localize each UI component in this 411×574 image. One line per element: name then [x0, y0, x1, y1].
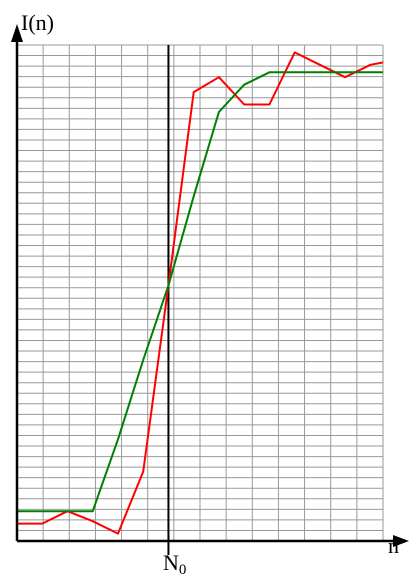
series-group [17, 51, 384, 535]
grid [17, 44, 384, 541]
y-axis-label: I(n) [21, 10, 54, 35]
y-axis-arrow [11, 24, 23, 42]
series-line-1 [17, 51, 384, 535]
n0-label-main: N [163, 550, 179, 574]
n0-label-subscript: 0 [179, 562, 187, 574]
axes [11, 24, 409, 547]
x-axis-arrow [393, 535, 409, 547]
series-line-2 [17, 71, 383, 513]
n0-label: N0 [163, 550, 186, 574]
x-axis-label: n [388, 533, 399, 558]
